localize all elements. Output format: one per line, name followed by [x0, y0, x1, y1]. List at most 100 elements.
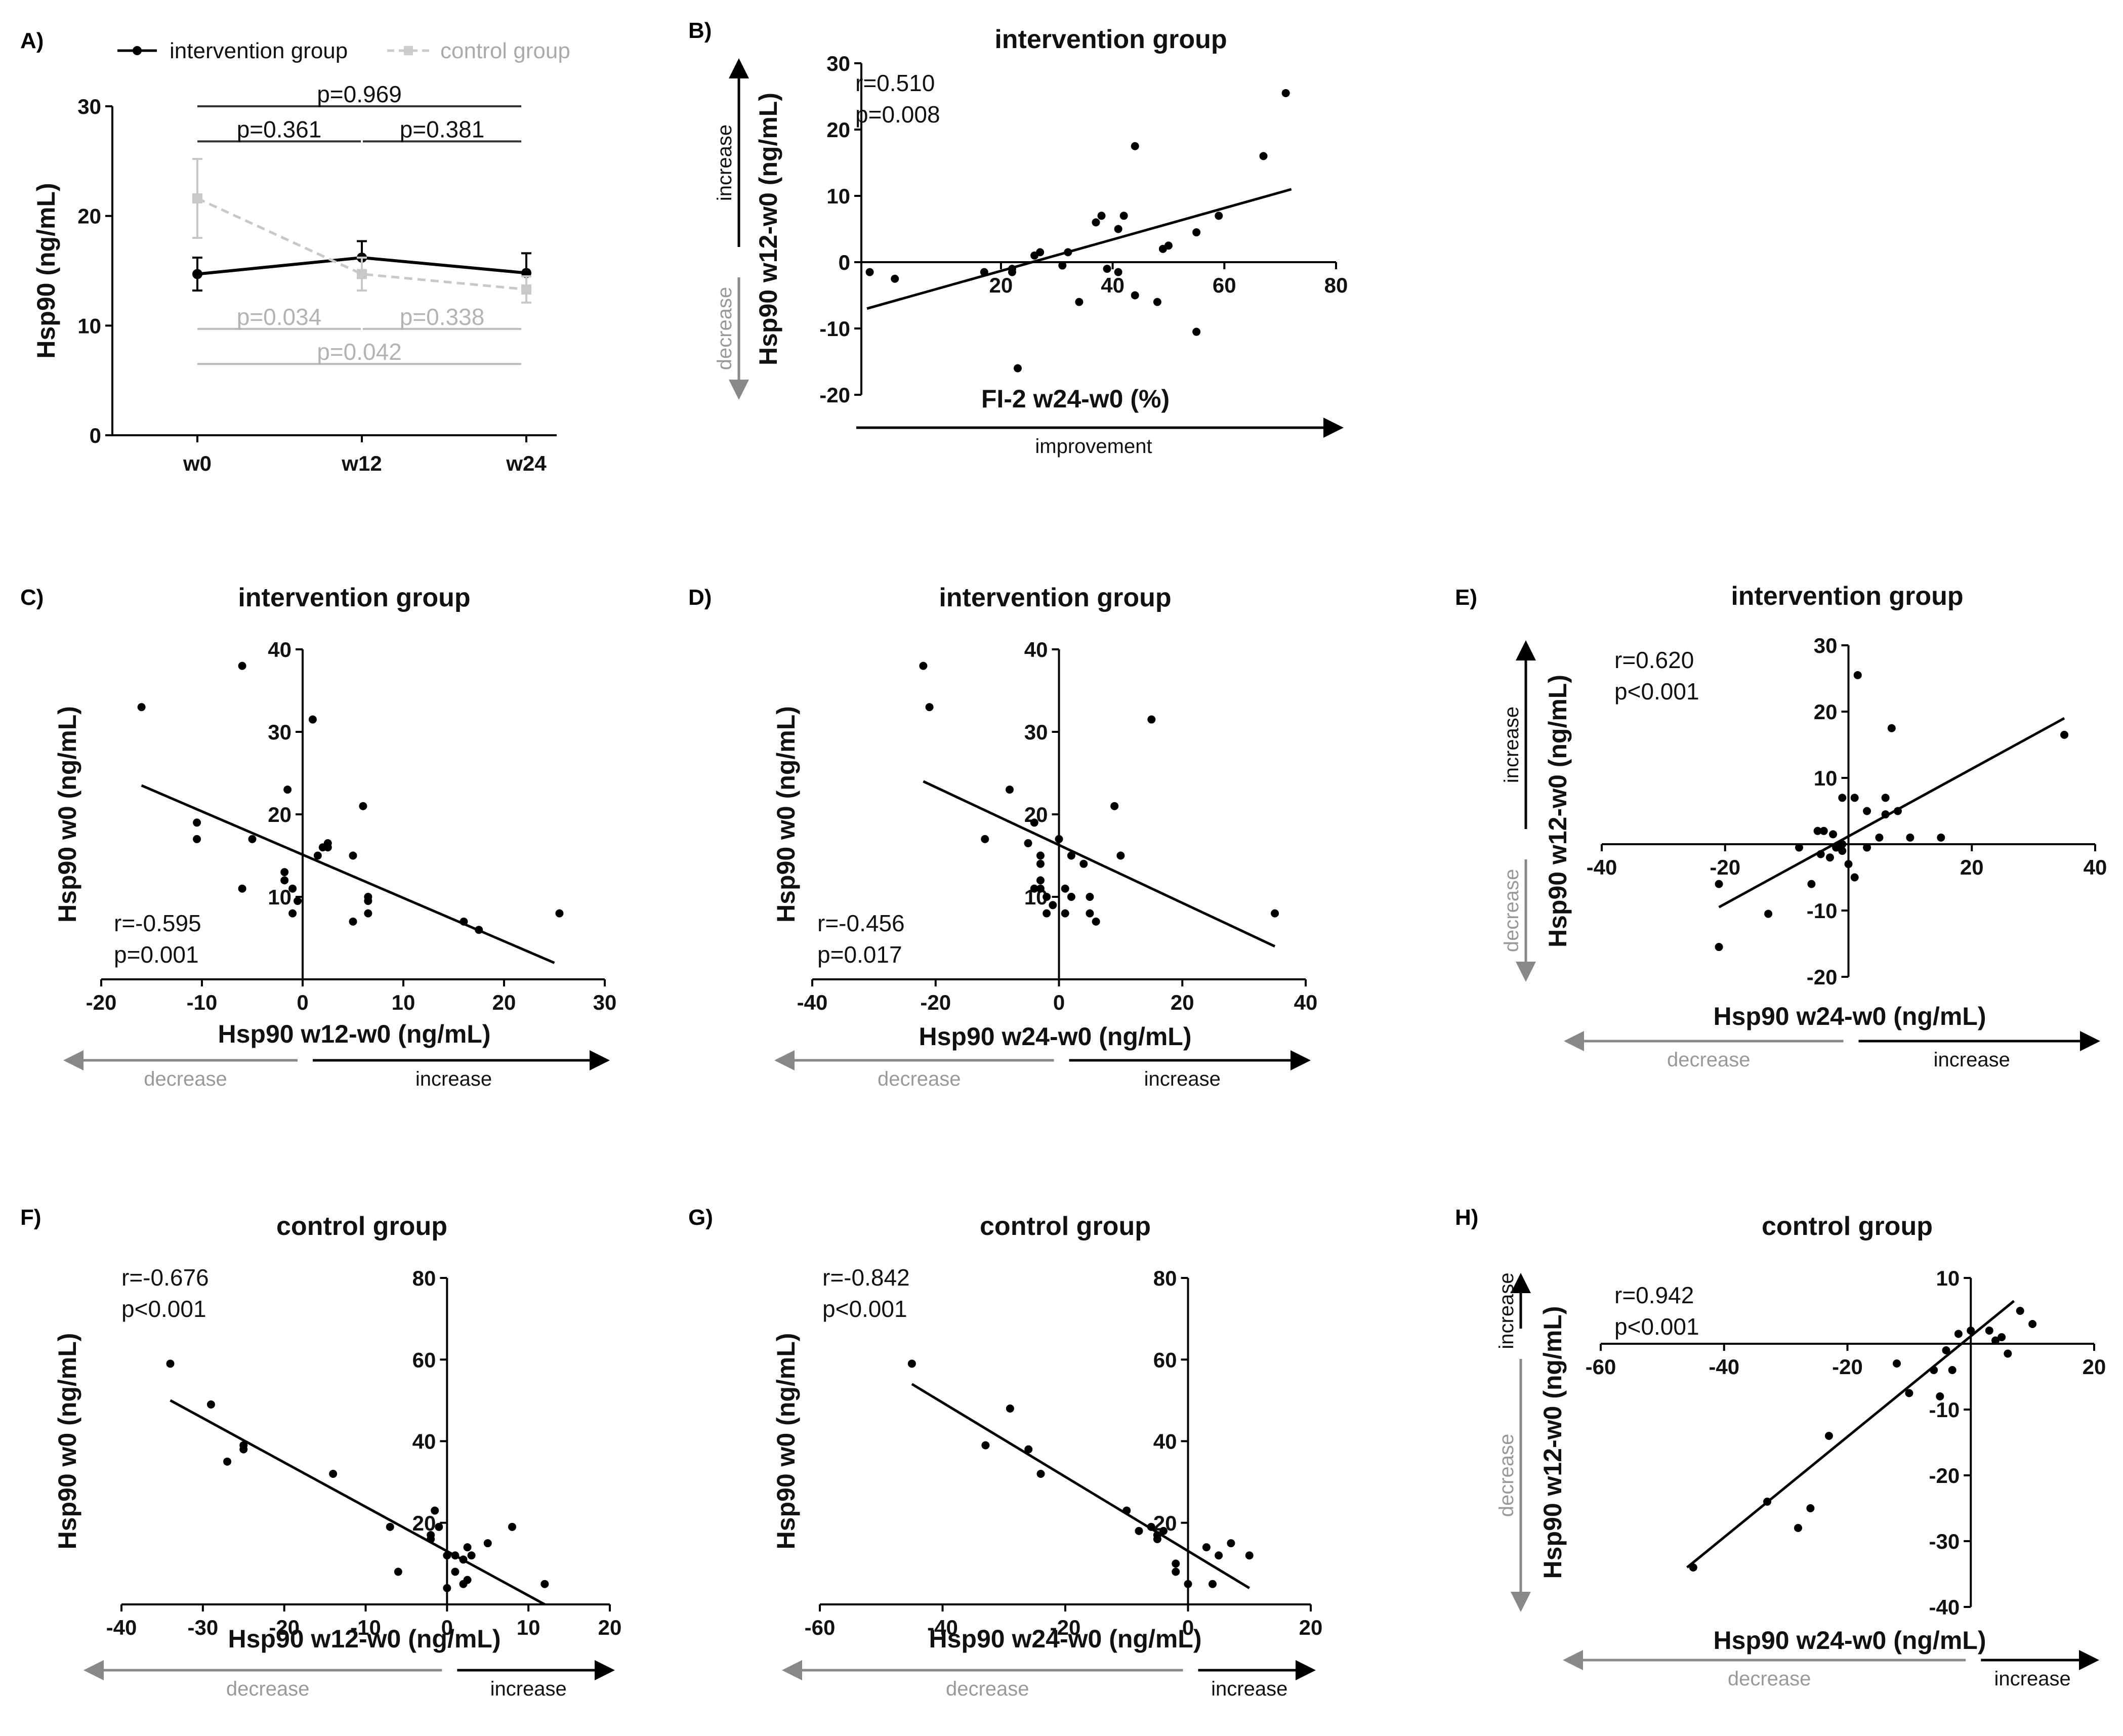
- y-tick-label: -30: [1929, 1530, 1960, 1553]
- x-axis-label: Hsp90 w24-w0 (ng/mL): [1714, 1626, 1986, 1655]
- x-tick-label: 0: [1182, 1616, 1194, 1639]
- increase-label: increase: [1501, 707, 1523, 783]
- stat-label: p<0.001: [822, 1296, 907, 1322]
- data-point: [1055, 835, 1063, 843]
- data-point: [907, 1359, 916, 1368]
- data-point: [137, 703, 146, 712]
- y-tick-label: 20: [826, 118, 850, 142]
- p-value-label: p=0.338: [400, 304, 485, 330]
- y-tick-label: 80: [1153, 1266, 1177, 1290]
- data-point: [1036, 851, 1045, 860]
- data-point: [443, 1551, 451, 1560]
- data-point: [1850, 794, 1859, 802]
- x-tick-label: 20: [1171, 990, 1194, 1014]
- data-point: [460, 917, 468, 926]
- x-tick-label: 20: [598, 1616, 622, 1639]
- data-point: [1819, 826, 1828, 835]
- increase-label: increase: [1144, 1068, 1221, 1090]
- stat-label: r=-0.595: [114, 910, 201, 936]
- data-point: [1172, 1559, 1180, 1568]
- data-point: [925, 703, 934, 712]
- decrease-label: decrease: [1728, 1668, 1811, 1690]
- data-point: [443, 1584, 451, 1592]
- data-point: [1838, 794, 1847, 802]
- y-axis-label: Hsp90 (ng/mL): [32, 183, 60, 358]
- data-point: [1715, 880, 1723, 888]
- data-point: [1985, 1327, 1993, 1335]
- regression-line: [866, 188, 1292, 310]
- x-tick-label: -20: [1050, 1616, 1081, 1639]
- data-point: [1153, 1535, 1161, 1543]
- data-point: [1853, 671, 1862, 679]
- data-point: [1036, 248, 1045, 257]
- increase-label: increase: [415, 1068, 492, 1090]
- data-point: [280, 868, 289, 877]
- stat-label: p=0.017: [817, 941, 902, 968]
- legend-marker-intervention: [133, 46, 142, 55]
- legend-label-intervention: intervention group: [170, 38, 348, 63]
- panel-label: A): [20, 28, 44, 53]
- data-point: [313, 851, 322, 860]
- data-point: [349, 851, 357, 860]
- stat-label: r=-0.456: [817, 910, 905, 936]
- stat-label: r=0.942: [1614, 1282, 1694, 1308]
- panel-title: intervention group: [1731, 582, 1963, 611]
- x-axis-label: Hsp90 w24-w0 (ng/mL): [919, 1022, 1192, 1051]
- stat-label: p=0.001: [114, 941, 199, 968]
- data-point: [1192, 228, 1201, 237]
- data-point: [1114, 268, 1122, 276]
- data-point: [1881, 794, 1890, 802]
- data-point: [1092, 917, 1100, 926]
- y-axis-label: Hsp90 w12-w0 (ng/mL): [754, 93, 782, 365]
- panel-title: control group: [980, 1212, 1151, 1241]
- decrease-label: decrease: [226, 1678, 310, 1700]
- data-point: [1075, 298, 1084, 306]
- y-tick-label: 30: [1024, 720, 1048, 744]
- data-point: [1794, 1524, 1802, 1532]
- data-point: [555, 909, 564, 918]
- x-tick-label: -40: [1587, 855, 1617, 879]
- data-point: [394, 1567, 402, 1576]
- data-point: [1202, 1543, 1211, 1552]
- panel-label: H): [1455, 1205, 1478, 1230]
- x-tick-label: -60: [1586, 1355, 1616, 1379]
- y-tick-label: 20: [412, 1511, 436, 1535]
- y-tick-label: 10: [268, 885, 292, 909]
- x-tick-label: 20: [492, 990, 516, 1014]
- y-tick-label: 30: [268, 720, 292, 744]
- data-point: [1153, 298, 1161, 306]
- data-point: [427, 1535, 435, 1543]
- data-point: [1116, 851, 1125, 860]
- data-point: [919, 662, 928, 670]
- data-point: [981, 835, 989, 843]
- stat-label: p<0.001: [1614, 1313, 1699, 1340]
- data-point: [1119, 212, 1128, 220]
- legend-marker-control: [404, 46, 413, 55]
- x-tick-label: w0: [183, 451, 212, 475]
- x-tick-label: 10: [392, 990, 415, 1014]
- x-tick-label: 20: [1299, 1616, 1323, 1639]
- data-point: [1061, 909, 1069, 918]
- p-value-label: p=0.381: [400, 116, 485, 142]
- y-tick-label: -20: [1807, 965, 1838, 989]
- regression-line: [923, 780, 1276, 948]
- decrease-label: decrease: [1495, 1434, 1518, 1517]
- data-point: [323, 843, 332, 852]
- x-tick-label: -30: [187, 1616, 218, 1639]
- data-point: [1937, 833, 1945, 842]
- data-point: [288, 884, 297, 893]
- data-point: [1184, 1580, 1192, 1588]
- y-tick-label: 10: [1936, 1266, 1960, 1290]
- data-point: [980, 268, 988, 276]
- data-point: [1813, 826, 1822, 835]
- legend-label-control: control group: [440, 38, 570, 63]
- data-point: [2004, 1349, 2012, 1358]
- data-point: [1043, 909, 1051, 918]
- data-point: [1942, 1346, 1950, 1354]
- y-tick-label: 20: [77, 204, 101, 228]
- data-point: [1715, 943, 1723, 952]
- data-point: [386, 1522, 394, 1531]
- y-tick-label: 30: [1814, 634, 1838, 657]
- data-point: [1967, 1327, 1975, 1335]
- data-point: [1215, 212, 1223, 220]
